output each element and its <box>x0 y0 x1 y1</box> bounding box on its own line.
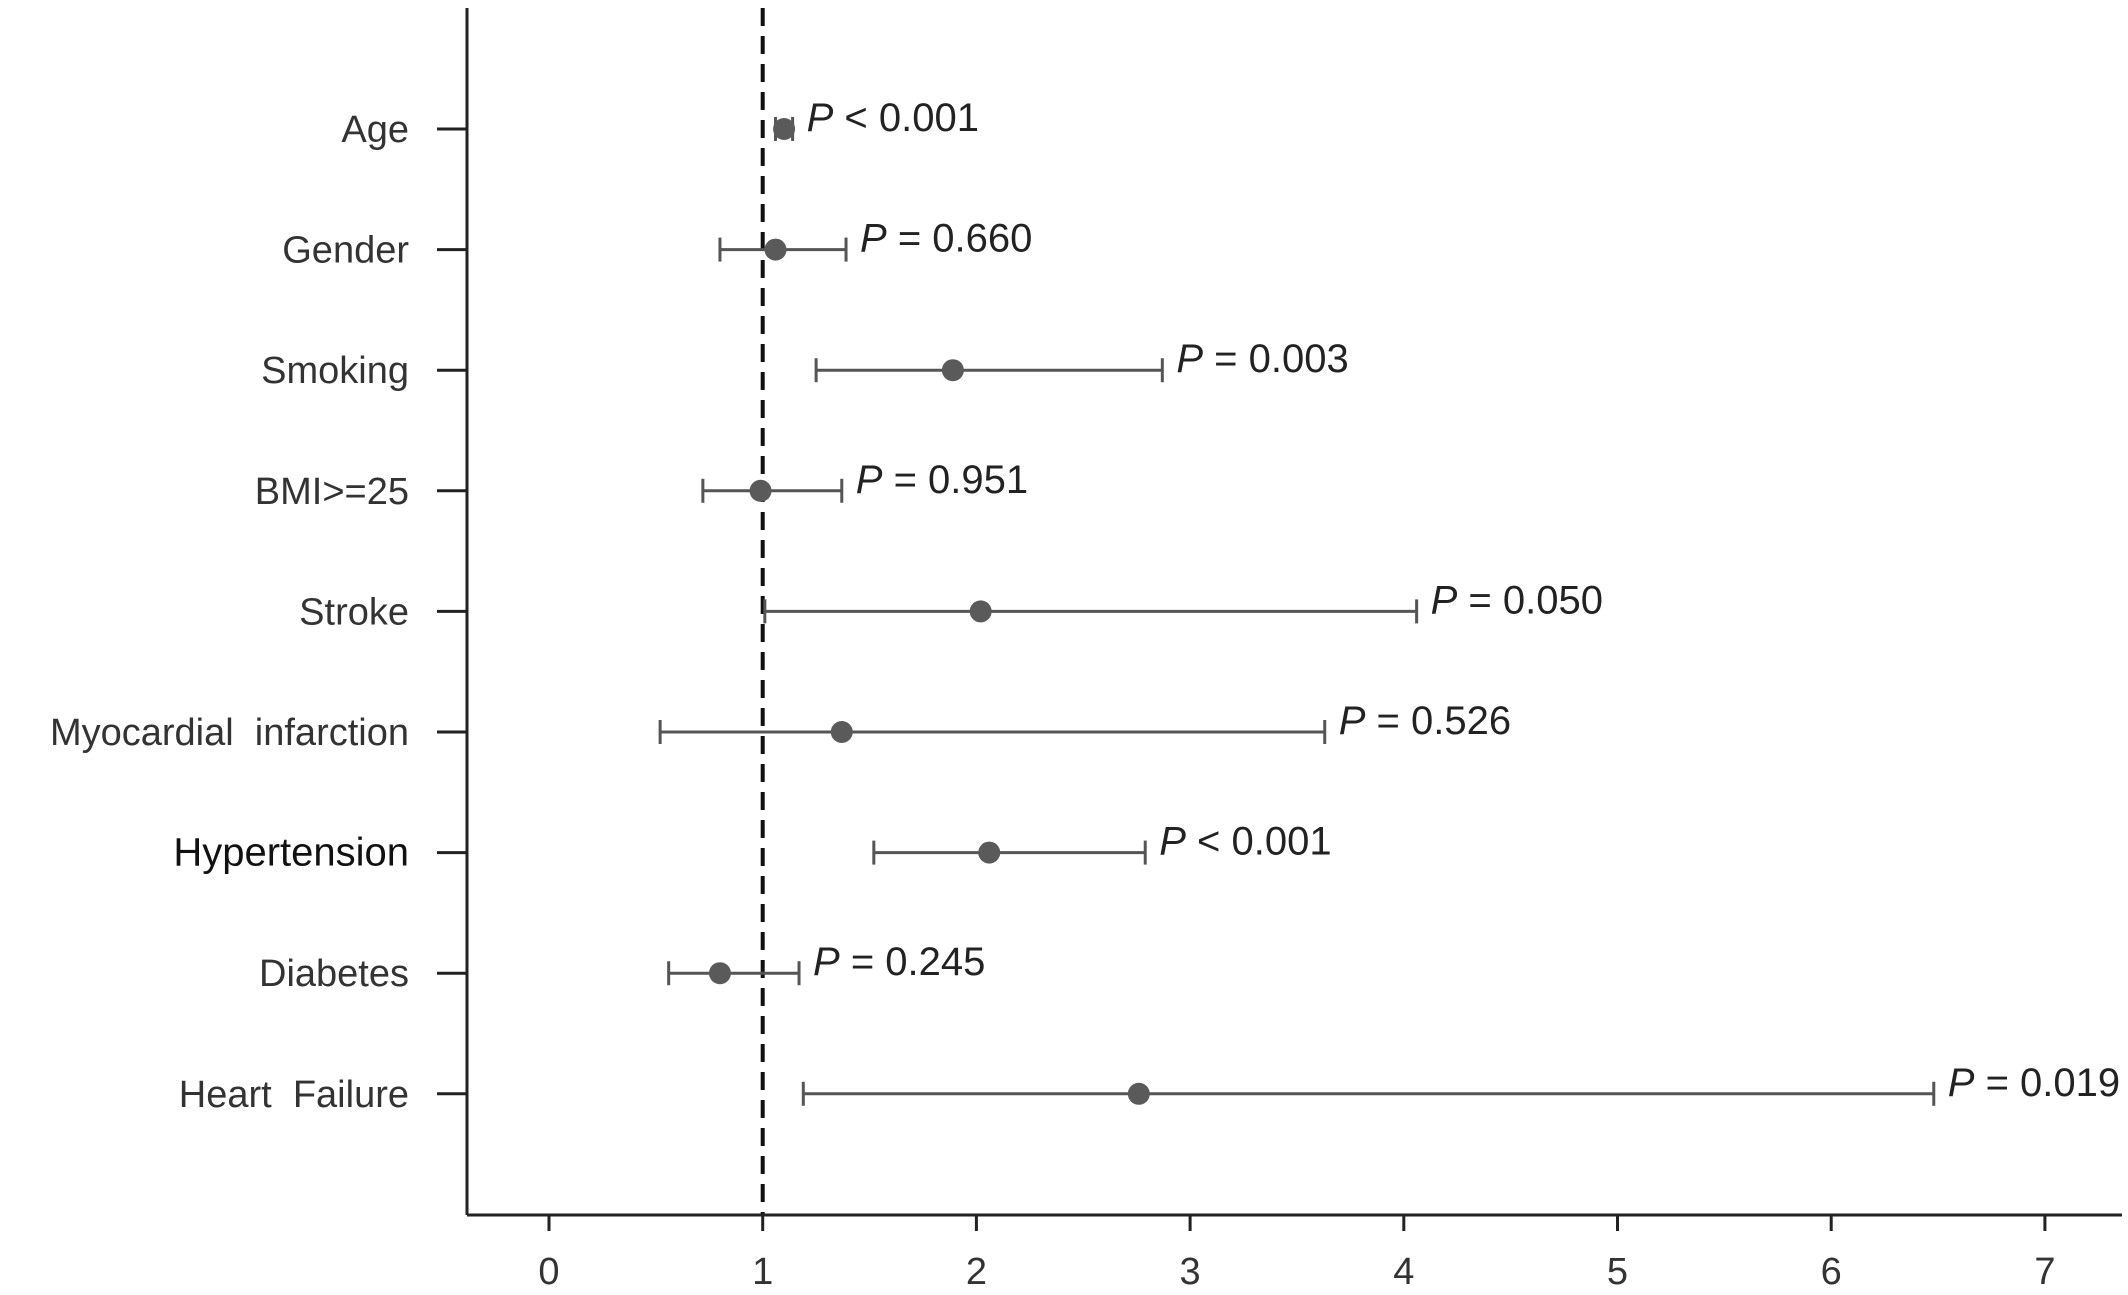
x-tick-label: 6 <box>1821 1251 1842 1293</box>
p-value-text: = 0.245 <box>840 940 986 984</box>
point-estimate <box>749 479 772 502</box>
forest-row: Heart Failure P = 0.019 <box>179 1061 2120 1116</box>
axis-layer: 0 1 2 3 4 5 6 7 <box>465 8 2122 1293</box>
point-estimate <box>773 118 796 140</box>
category-label: Myocardial infarction <box>50 712 409 754</box>
x-tick-label: 5 <box>1607 1251 1628 1293</box>
p-symbol: P <box>813 940 840 984</box>
x-tick-label: 0 <box>538 1251 559 1293</box>
point-estimate <box>941 359 964 382</box>
p-value-label: P = 0.660 <box>860 217 1032 261</box>
p-value-label: P < 0.001 <box>807 96 979 140</box>
category-label: Gender <box>282 230 409 272</box>
forest-row: Hypertension P < 0.001 <box>173 820 1331 875</box>
p-value-text: < 0.001 <box>833 96 979 140</box>
category-label: BMI>=25 <box>255 471 409 513</box>
p-symbol: P <box>1948 1061 1975 1105</box>
point-estimate <box>969 600 992 623</box>
p-symbol: P <box>856 458 883 502</box>
rows-layer: Age P < 0.001 Gender P = 0.660 Smoking P = 0.… <box>50 96 2120 1116</box>
p-symbol: P <box>1176 337 1203 381</box>
p-value-label: P = 0.050 <box>1431 578 1603 622</box>
x-tick-label: 3 <box>1180 1251 1201 1293</box>
x-tick-label: 4 <box>1393 1251 1414 1293</box>
category-label: Hypertension <box>173 831 409 875</box>
p-symbol: P <box>1339 699 1366 743</box>
category-label: Diabetes <box>259 953 409 995</box>
category-label: Heart Failure <box>179 1074 409 1116</box>
x-tick-label: 1 <box>752 1251 773 1293</box>
p-value-label: P = 0.003 <box>1176 337 1348 381</box>
p-value-text: = 0.050 <box>1457 578 1603 622</box>
forest-row: Stroke P = 0.050 <box>299 578 1603 633</box>
forest-row: Smoking P = 0.003 <box>261 337 1349 392</box>
p-symbol: P <box>860 217 887 261</box>
category-label: Stroke <box>299 591 409 633</box>
forest-row: Diabetes P = 0.245 <box>259 940 985 995</box>
p-value-text: = 0.019 <box>1974 1061 2120 1105</box>
p-value-text: = 0.951 <box>882 458 1028 502</box>
p-symbol: P <box>1159 820 1186 864</box>
x-tick-label: 7 <box>2034 1251 2055 1293</box>
point-estimate <box>978 841 1001 864</box>
category-label: Age <box>341 109 409 151</box>
point-estimate <box>1127 1082 1150 1105</box>
point-estimate <box>708 962 731 985</box>
forest-row: Age P < 0.001 <box>341 96 979 151</box>
point-estimate <box>764 238 787 261</box>
p-value-label: P = 0.245 <box>813 940 985 984</box>
p-value-text: = 0.526 <box>1365 699 1511 743</box>
point-estimate <box>830 721 853 743</box>
p-value-text: < 0.001 <box>1186 820 1332 864</box>
p-value-text: = 0.660 <box>887 217 1033 261</box>
p-value-text: = 0.003 <box>1203 337 1349 381</box>
p-value-label: P < 0.001 <box>1159 820 1331 864</box>
category-label: Smoking <box>261 350 409 392</box>
p-value-label: P = 0.526 <box>1339 699 1511 743</box>
forest-row: Myocardial infarction P = 0.526 <box>50 699 1511 754</box>
x-tick-label: 2 <box>966 1251 987 1293</box>
p-value-label: P = 0.951 <box>856 458 1028 502</box>
p-value-label: P = 0.019 <box>1948 1061 2120 1105</box>
forest-row: Gender P = 0.660 <box>282 217 1032 272</box>
p-symbol: P <box>807 96 834 140</box>
forest-row: BMI>=25 P = 0.951 <box>255 458 1028 513</box>
p-symbol: P <box>1431 578 1458 622</box>
